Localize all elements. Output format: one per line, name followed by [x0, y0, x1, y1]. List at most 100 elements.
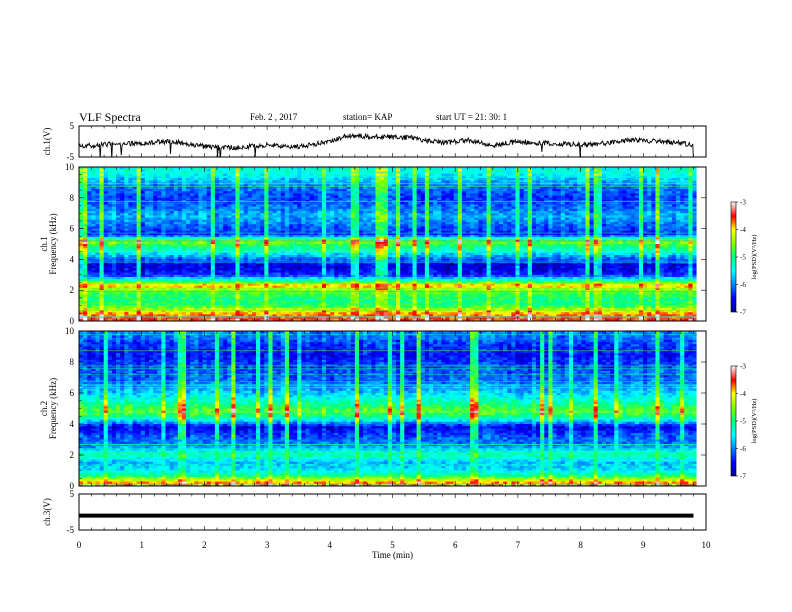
spectrogram-cell — [589, 193, 594, 196]
spectrogram-cell — [371, 206, 376, 210]
spectrogram-cell — [606, 178, 611, 181]
spectrogram-cell — [692, 215, 697, 218]
spectrogram-cell — [173, 169, 179, 172]
spectrogram-cell — [387, 233, 393, 236]
spectrogram-cell — [688, 173, 693, 177]
spectrogram-cell — [404, 222, 409, 225]
spectrogram-cell — [647, 171, 652, 174]
spectrogram-cell — [326, 233, 331, 236]
spectrogram-cell — [490, 202, 496, 205]
spectrogram-cell — [692, 184, 697, 188]
spectrogram-cell — [157, 217, 162, 221]
spectrogram-cell — [453, 224, 459, 227]
spectrogram-cell — [548, 213, 553, 216]
spectrogram-cell — [540, 215, 545, 218]
spectrogram-cell — [507, 208, 512, 212]
spectrogram-cell — [116, 213, 121, 216]
spectrogram-cell — [198, 171, 203, 174]
spectrogram-cell — [560, 213, 566, 216]
spectrogram-cell — [618, 184, 623, 188]
spectrogram-cell — [305, 219, 310, 223]
spectrogram-cell — [161, 235, 166, 238]
spectrogram-cell — [556, 202, 562, 205]
spectrogram-cell — [165, 202, 170, 205]
spectrogram-cell — [354, 217, 360, 221]
spectrogram-cell — [120, 206, 125, 210]
spectrogram-cell — [153, 206, 158, 210]
spectrogram-cell — [659, 206, 664, 210]
spectrogram-cell — [466, 211, 471, 214]
spectrogram-cell — [194, 186, 199, 190]
spectrogram-cell — [437, 184, 442, 188]
spectrogram-cell — [186, 226, 191, 229]
spectrogram-cell — [692, 217, 697, 221]
spectrogram-cell — [692, 226, 697, 229]
spectrogram-cell — [643, 206, 648, 210]
spectrogram-cell — [424, 230, 430, 234]
spectrogram-cell — [643, 213, 648, 216]
spectrogram-cell — [218, 178, 224, 181]
spectrogram-cell — [466, 178, 471, 181]
spectrogram-cell — [330, 217, 335, 221]
spectrogram-cell — [260, 230, 265, 234]
spectrogram-cell — [478, 213, 483, 216]
spectrogram-cell — [326, 217, 331, 221]
spectrogram-cell — [441, 226, 446, 229]
spectrogram-cell — [424, 200, 430, 203]
spectrogram-cell — [264, 224, 269, 227]
spectrogram-cell — [218, 191, 224, 194]
spectrogram-cell — [387, 217, 393, 221]
spectrogram-cell — [301, 206, 306, 210]
spectrogram-cell — [474, 217, 479, 221]
spectrogram-cell — [391, 202, 397, 205]
spectrogram-cell — [161, 206, 166, 210]
spectrogram-cell — [206, 200, 212, 203]
spectrogram-cell — [358, 235, 364, 238]
spectrogram-cell — [396, 213, 401, 216]
spectrogram-cell — [190, 237, 195, 240]
spectrogram-cell — [498, 228, 504, 232]
spectrogram-cell — [560, 228, 566, 232]
spectrogram-cell — [428, 213, 434, 216]
spectrogram-cell — [194, 215, 199, 218]
spectrogram-cell — [404, 186, 409, 190]
spectrogram-cell — [387, 228, 393, 232]
spectrogram-cell — [552, 186, 557, 190]
spectrogram-cell — [103, 237, 109, 240]
spectrogram-cell — [103, 224, 109, 227]
spectrogram-cell — [651, 226, 656, 229]
spectrogram-cell — [597, 178, 603, 181]
spectrogram-cell — [198, 178, 203, 181]
spectrogram-cell — [111, 169, 117, 172]
spectrogram-cell — [391, 213, 397, 216]
spectrogram-cell — [503, 213, 508, 216]
spectrogram-cell — [478, 215, 483, 218]
spectrogram-cell — [507, 184, 512, 188]
spectrogram-cell — [391, 195, 397, 199]
spectrogram-cell — [428, 180, 434, 183]
spectrogram-cell — [614, 235, 619, 238]
spectrogram-cell — [350, 237, 356, 240]
spectrogram-cell — [301, 208, 306, 212]
spectrogram-cell — [527, 217, 533, 221]
spectrogram-cell — [466, 189, 471, 192]
spectrogram-cell — [350, 180, 356, 183]
spectrogram-cell — [523, 180, 529, 183]
spectrogram-cell — [326, 197, 331, 201]
spectrogram-cell — [379, 186, 384, 190]
spectrogram-cell — [441, 178, 446, 181]
spectrogram-cell — [99, 169, 105, 172]
spectrogram-cell — [326, 215, 331, 218]
spectrogram-cell — [671, 233, 677, 236]
spectrogram-cell — [626, 191, 632, 194]
spectrogram-cell — [280, 215, 286, 218]
spectrogram-cell — [540, 222, 545, 225]
spectrogram-cell — [284, 235, 290, 238]
spectrogram-cell — [626, 184, 632, 188]
spectrogram-cell — [441, 228, 446, 232]
spectrogram-cell — [120, 191, 125, 194]
spectrogram-cell — [433, 217, 438, 221]
spectrogram-cell — [428, 193, 434, 196]
spectrogram-cell — [99, 197, 105, 201]
spectrogram-cell — [367, 202, 372, 205]
